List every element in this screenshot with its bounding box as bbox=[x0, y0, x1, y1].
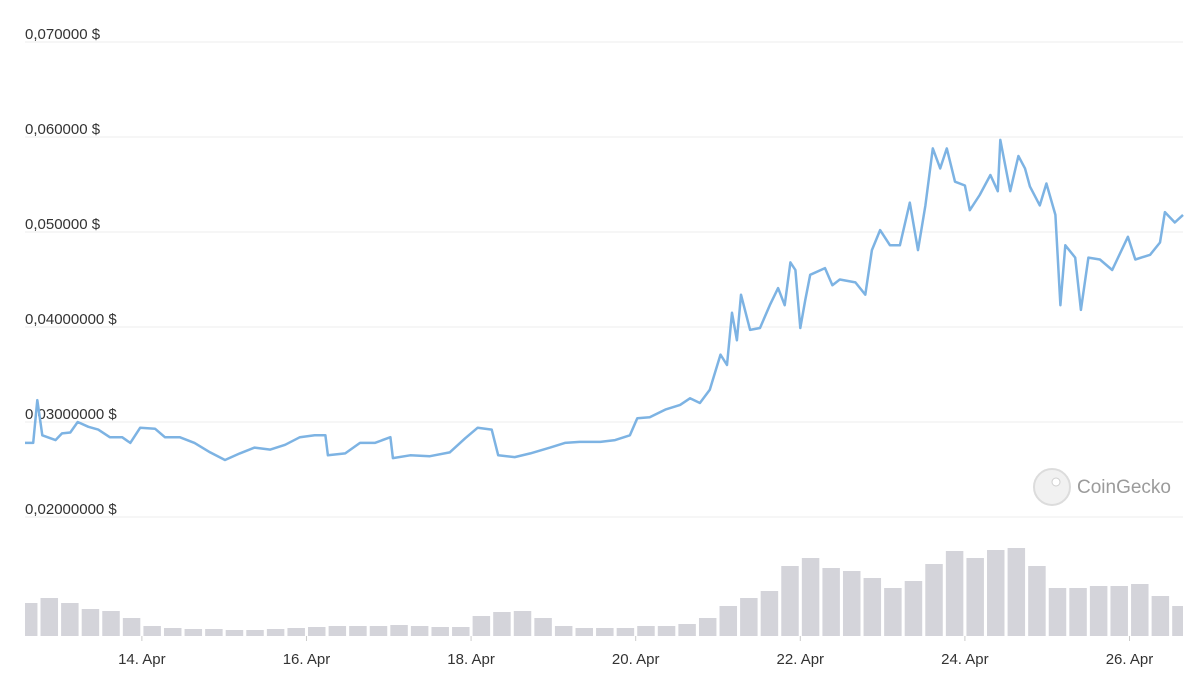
volume-bar bbox=[452, 627, 470, 636]
x-tick-label: 18. Apr bbox=[447, 651, 495, 668]
x-tick-label: 16. Apr bbox=[283, 651, 331, 668]
volume-bar bbox=[719, 606, 738, 636]
volume-bar bbox=[184, 629, 203, 636]
volume-bar bbox=[1048, 588, 1067, 636]
volume-bar bbox=[143, 626, 161, 636]
volume-bar bbox=[554, 626, 573, 636]
volume-bar bbox=[513, 611, 532, 636]
x-tick-label: 14. Apr bbox=[118, 651, 166, 668]
x-tick-label: 24. Apr bbox=[941, 651, 989, 668]
x-tick-label: 22. Apr bbox=[777, 651, 825, 668]
volume-bar bbox=[328, 626, 347, 636]
volume-bar bbox=[266, 629, 285, 636]
volume-bar bbox=[945, 551, 964, 636]
volume-bar bbox=[925, 564, 943, 636]
volume-bar bbox=[842, 571, 861, 636]
x-tick-label: 20. Apr bbox=[612, 651, 660, 668]
volume-bar bbox=[698, 618, 717, 636]
volume-bar bbox=[1028, 566, 1046, 636]
volume-bar bbox=[884, 588, 902, 636]
watermark-logo-eye bbox=[1051, 477, 1061, 487]
volume-bar bbox=[534, 618, 552, 636]
watermark-logo bbox=[1033, 468, 1071, 506]
volume-bar bbox=[1110, 586, 1128, 636]
watermark: CoinGecko bbox=[1033, 468, 1171, 506]
volume-bar bbox=[369, 626, 388, 636]
volume-bar bbox=[1151, 596, 1170, 636]
volume-bar bbox=[493, 612, 511, 636]
volume-bar bbox=[410, 626, 429, 636]
volume-bar bbox=[246, 630, 264, 636]
volume-bar bbox=[1007, 548, 1026, 636]
volume-bar bbox=[616, 628, 635, 636]
volume-bar bbox=[637, 626, 655, 636]
volume-bar bbox=[760, 591, 779, 636]
volume-bar bbox=[205, 629, 223, 636]
volume-bar bbox=[122, 618, 141, 636]
volume-bar bbox=[25, 603, 38, 636]
x-tick-label: 26. Apr bbox=[1106, 651, 1154, 668]
volume-bar bbox=[390, 625, 408, 636]
watermark-text: CoinGecko bbox=[1077, 477, 1171, 498]
price-line bbox=[25, 138, 1184, 462]
volume-bar bbox=[472, 616, 491, 636]
volume-bar bbox=[102, 611, 120, 636]
volume-bar bbox=[163, 628, 182, 636]
volume-bar bbox=[596, 628, 614, 636]
volume-bar bbox=[822, 568, 840, 636]
volume-bar bbox=[1069, 588, 1087, 636]
volume-bar bbox=[431, 627, 449, 636]
volume-bar bbox=[781, 566, 799, 636]
y-tick-label: 0,02000000 $ bbox=[25, 501, 117, 518]
volume-bar bbox=[801, 558, 820, 636]
volume-bar bbox=[863, 578, 882, 636]
volume-bar bbox=[987, 550, 1005, 636]
volume-bar bbox=[287, 628, 305, 636]
y-tick-label: 0,04000000 $ bbox=[25, 311, 117, 328]
volume-bar bbox=[225, 630, 244, 636]
volume-bar bbox=[349, 626, 367, 636]
volume-bar bbox=[61, 603, 79, 636]
volume-bar bbox=[678, 624, 696, 636]
y-tick-label: 0,070000 $ bbox=[25, 26, 101, 43]
volume-bar bbox=[1131, 584, 1149, 636]
volume-bar bbox=[904, 581, 923, 636]
volume-bar bbox=[40, 598, 59, 636]
volume-bar bbox=[308, 627, 326, 636]
volume-bar bbox=[740, 598, 758, 636]
volume-bar bbox=[966, 558, 984, 636]
volume-bar bbox=[81, 609, 100, 636]
volume-bar bbox=[575, 628, 593, 636]
y-tick-label: 0,03000000 $ bbox=[25, 406, 117, 423]
volume-bar bbox=[1089, 586, 1108, 636]
volume-bar bbox=[657, 626, 676, 636]
y-tick-label: 0,060000 $ bbox=[25, 121, 101, 138]
y-tick-label: 0,050000 $ bbox=[25, 216, 101, 233]
volume-bar bbox=[1172, 606, 1183, 636]
